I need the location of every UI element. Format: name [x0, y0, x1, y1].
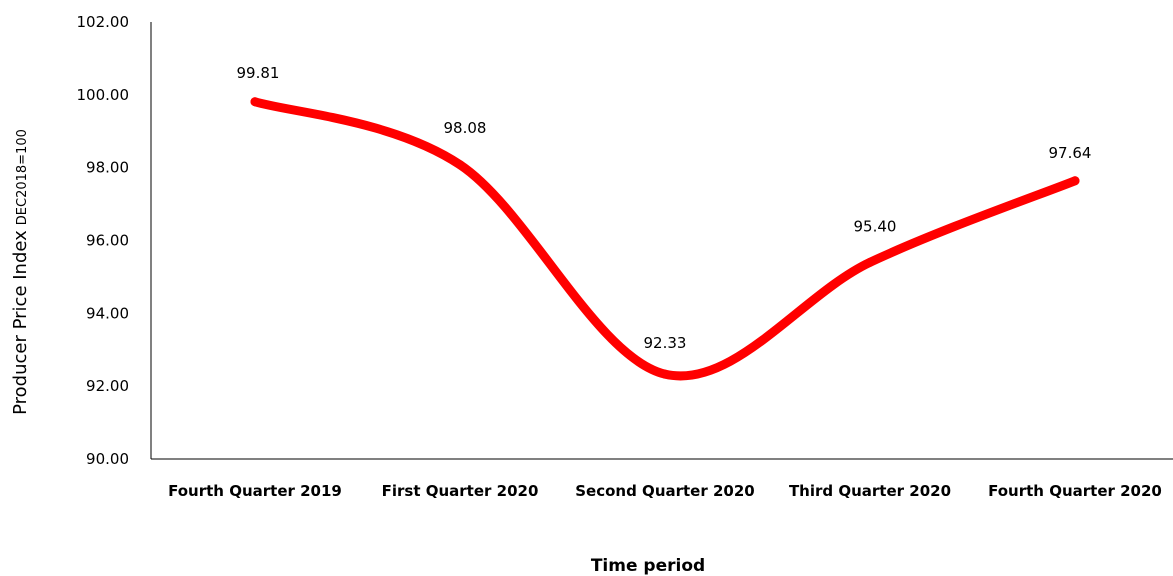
data-label: 99.81: [237, 64, 280, 82]
series-line-group: [250, 97, 1080, 381]
y-axis-title: Producer Price Index DEC2018=100: [10, 129, 31, 415]
data-label: 92.33: [644, 334, 687, 352]
data-label: 95.40: [854, 217, 897, 235]
data-labels: 99.81 98.08 92.33 95.40 97.64: [237, 64, 1092, 352]
y-tick-label: 90.00: [86, 450, 129, 468]
y-tick-label: 92.00: [86, 377, 129, 395]
data-point: [865, 257, 875, 267]
x-tick-label: Fourth Quarter 2020: [988, 482, 1162, 500]
y-tick-label: 102.00: [77, 13, 130, 31]
data-point: [660, 369, 670, 379]
x-tick-labels: Fourth Quarter 2019 First Quarter 2020 Sec…: [168, 482, 1162, 500]
x-tick-label: Fourth Quarter 2019: [168, 482, 342, 500]
data-point: [455, 160, 465, 170]
y-axis-title-suffix: DEC2018=100: [15, 129, 30, 225]
y-tick-labels: 90.00 92.00 94.00 96.00 98.00 100.00 102.00: [77, 13, 130, 468]
x-tick-label: Second Quarter 2020: [575, 482, 754, 500]
y-tick-label: 100.00: [77, 86, 130, 104]
y-tick-label: 98.00: [86, 159, 129, 177]
data-point: [250, 97, 260, 107]
y-tick-label: 94.00: [86, 304, 129, 322]
data-label: 98.08: [444, 119, 487, 137]
data-point: [1070, 176, 1080, 186]
x-axis-title: Time period: [591, 556, 705, 576]
x-tick-label: First Quarter 2020: [382, 482, 539, 500]
data-label: 97.64: [1049, 144, 1092, 162]
y-axis-title-main: Producer Price Index: [10, 230, 31, 415]
x-tick-label: Third Quarter 2020: [789, 482, 951, 500]
y-tick-label: 96.00: [86, 232, 129, 250]
